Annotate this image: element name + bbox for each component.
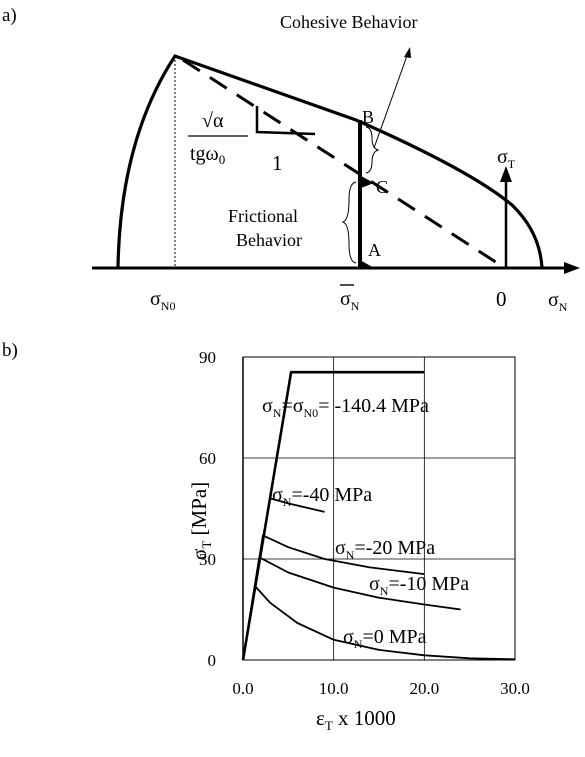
y-tick-label: 60 xyxy=(199,449,216,468)
sigma-n0-label: σN0 xyxy=(150,288,175,313)
x-tick-label: 20.0 xyxy=(409,679,439,698)
slope-run: 1 xyxy=(272,151,283,175)
series-annotation-3: σN=-10 MPa xyxy=(369,573,469,598)
sigma-n0-subscript: N0 xyxy=(161,299,176,313)
sigma-n-axis-label: σN xyxy=(548,289,568,314)
sigma-n-axis-arrow-icon xyxy=(564,262,580,274)
frictional-label-line1: Frictional xyxy=(228,206,298,226)
series-annotation-2: σN=-20 MPa xyxy=(335,537,435,562)
sigma-t-subscript: T xyxy=(508,157,516,171)
slope-denominator: tgω0 xyxy=(190,143,225,167)
x-tick-label: 0.0 xyxy=(232,679,253,698)
cohesive-pointer-arrow-icon xyxy=(404,47,411,58)
zero-label: 0 xyxy=(496,287,507,311)
slope-denominator-subscript: 0 xyxy=(219,152,226,167)
y-axis-label: σT [MPa] xyxy=(187,482,214,560)
series-annotation-1: σN=-40 MPa xyxy=(272,484,372,509)
series-line-3 xyxy=(242,556,461,661)
dashed-residual-line xyxy=(182,58,506,270)
y-tick-label: 30 xyxy=(199,550,216,569)
series-line-4 xyxy=(242,585,516,661)
series-line-2 xyxy=(242,534,425,661)
chart-ticks-group: 0.0 10.0 20.0 30.0 0 30 60 90 xyxy=(199,348,530,698)
chart-annotations-group: σN=σN0= -140.4 MPa σN=-40 MPa σN=-20 MPa σN… xyxy=(262,395,469,651)
x-tick-label: 30.0 xyxy=(500,679,530,698)
cohesive-brace xyxy=(365,126,380,174)
chart-series-group xyxy=(241,370,516,661)
sigma-nbar-label: σN xyxy=(340,288,360,313)
point-b-label: B xyxy=(362,107,374,127)
sigma-t-axis-arrow-icon xyxy=(500,166,512,182)
x-tick-label: 10.0 xyxy=(319,679,349,698)
failure-envelope xyxy=(116,54,544,269)
point-a-label: A xyxy=(368,240,381,260)
panel-a-label: a) xyxy=(2,5,17,26)
cohesive-label: Cohesive Behavior xyxy=(280,12,417,32)
chart-grid xyxy=(242,357,515,660)
series-line-1 xyxy=(242,497,325,661)
slope-numerator: √α xyxy=(202,110,224,132)
panel-b-label: b) xyxy=(2,340,18,361)
plot-area-frame xyxy=(242,356,516,661)
sigma-nbar-subscript: N xyxy=(351,299,360,313)
y-tick-label: 0 xyxy=(208,651,217,670)
series-annotation-4: σN=0 MPa xyxy=(343,626,427,651)
sigma-t-label: σT xyxy=(497,146,516,171)
x-axis-label: εT x 1000 xyxy=(316,706,396,733)
panel-a-diagram: Cohesive Behavior √α tgω0 1 Frictional B… xyxy=(92,12,580,314)
point-c-label: C xyxy=(376,177,388,197)
point-a-marker-icon xyxy=(360,260,374,268)
point-c-marker-icon xyxy=(361,176,374,188)
y-tick-label: 90 xyxy=(199,348,216,367)
series-line-0 xyxy=(241,370,425,661)
series-annotation-0: σN=σN0= -140.4 MPa xyxy=(262,395,429,420)
frictional-brace xyxy=(341,181,357,264)
frictional-label-line2: Behavior xyxy=(236,230,302,250)
sigma-n-axis-subscript: N xyxy=(559,300,568,314)
cohesive-pointer-line xyxy=(373,52,409,149)
slope-triangle xyxy=(255,106,316,136)
